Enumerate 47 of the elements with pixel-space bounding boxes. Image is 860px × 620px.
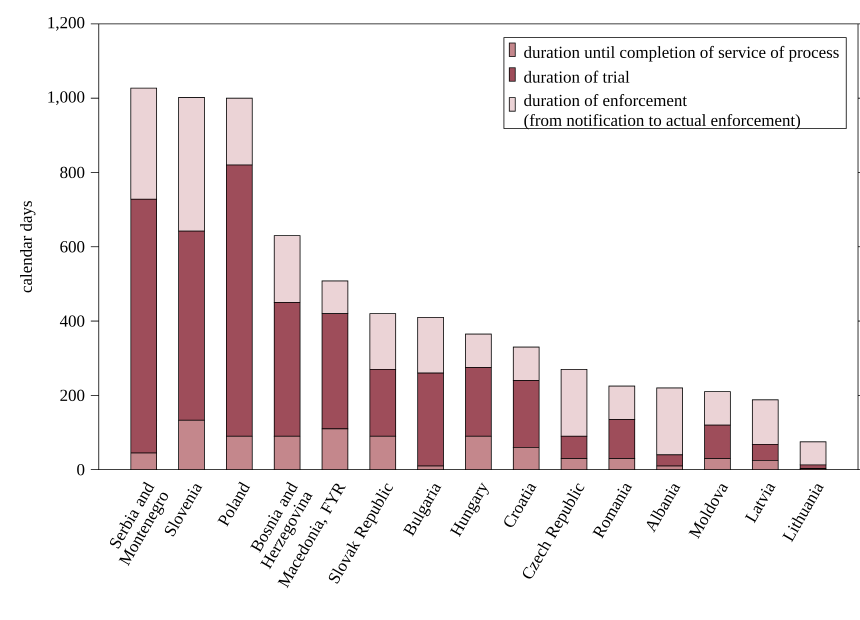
bar [417,316,444,374]
legend-label: duration until completion of service of process [524,46,839,62]
bar [561,458,587,470]
bar [369,368,396,437]
bar [465,436,492,470]
bar [513,447,540,470]
bar [465,367,492,437]
bar [656,388,683,456]
bar [322,428,348,470]
bar [369,313,396,370]
bar [704,391,731,426]
y-tick-label: 1,000 [48,91,84,106]
y-tick-label: 600 [60,241,84,253]
bar [512,346,540,381]
bar [322,280,348,314]
y-tick-label: 0 [77,464,84,476]
bar [130,198,158,454]
y-tick-label: 800 [60,166,84,178]
y-axis-title: calendar days [20,201,36,292]
bar [608,386,636,420]
bar [560,368,588,437]
legend-label: duration of enforcement (from notification to actual enforcement) [524,94,800,130]
bar [178,230,205,421]
y-tick-label: 1,200 [48,16,84,31]
bar [370,436,396,470]
legend-label: duration of trial [524,70,630,83]
y-tick-label: 400 [60,315,84,327]
bar [178,420,204,470]
bar [560,436,588,459]
bar [322,313,348,430]
bar [226,436,252,470]
bar [608,458,635,470]
y-tick-label: 200 [60,390,84,402]
bar [752,399,779,445]
bar [704,424,731,459]
bar [608,419,636,459]
bar [130,452,157,470]
bar [226,164,253,437]
bar [465,334,492,368]
bar [752,444,779,461]
bar [704,458,730,470]
bar [274,235,300,303]
bar [274,302,300,437]
bar [656,454,683,466]
bar [417,372,444,466]
bar [274,436,300,470]
bar [512,380,540,448]
